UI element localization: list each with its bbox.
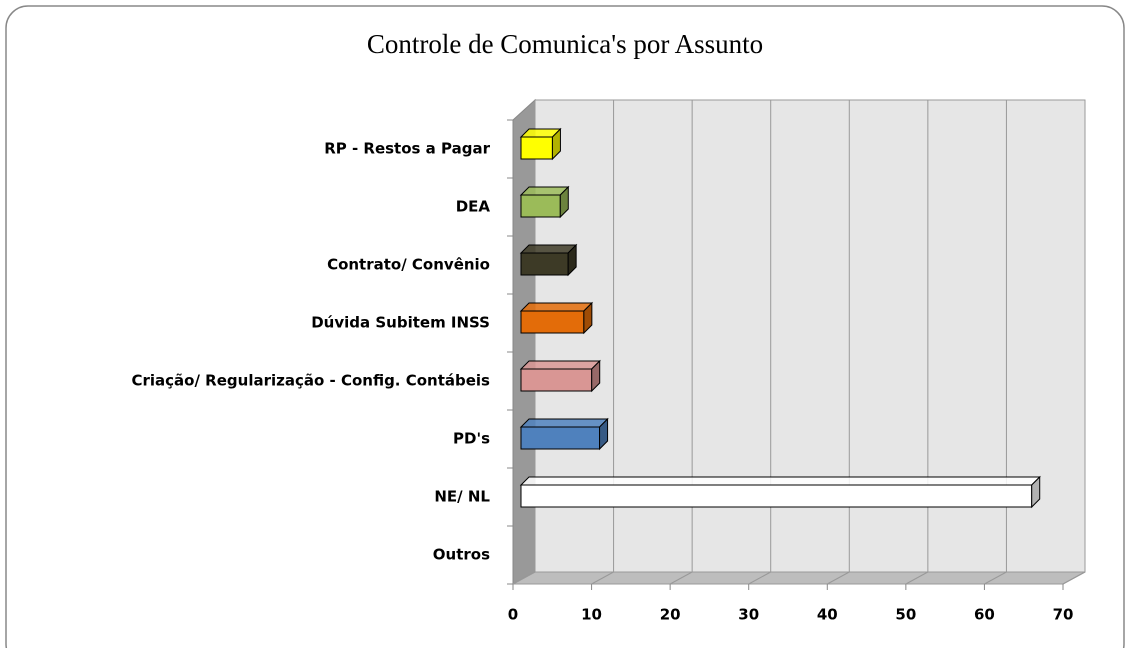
y-tick-label: PD's (453, 430, 490, 448)
x-tick-label: 0 (508, 606, 518, 624)
floor-grid-line (669, 571, 693, 585)
x-tick-label: 10 (581, 606, 602, 624)
floor-grid-line (905, 571, 929, 585)
bar-top (519, 360, 601, 370)
x-tick-label: 40 (817, 606, 838, 624)
y-tick-label: Outros (433, 546, 490, 564)
bar-side (591, 359, 601, 393)
x-tick-label: 50 (895, 606, 916, 624)
bar (520, 252, 569, 276)
floor-grid-line (984, 571, 1007, 585)
bar-top (519, 244, 578, 254)
bar-top (519, 418, 609, 428)
bar (520, 368, 593, 392)
y-tick-label: DEA (456, 198, 491, 216)
y-tick-label: RP - Restos a Pagar (324, 140, 490, 158)
bar-side (599, 417, 609, 451)
y-tick-label: NE/ NL (434, 488, 490, 506)
bar-side (559, 185, 569, 219)
floor-grid-line (748, 571, 771, 585)
bar-top (519, 302, 594, 312)
x-tick-label: 70 (1053, 606, 1074, 624)
y-tick-label: Criação/ Regularização - Config. Contábe… (131, 372, 490, 390)
side-wall (512, 98, 536, 585)
floor-grid-line (1062, 571, 1086, 585)
y-tick-label: Dúvida Subitem INSS (311, 314, 490, 332)
y-tick-label: Contrato/ Convênio (327, 256, 490, 274)
bar-side (567, 243, 577, 277)
floor-grid-line (827, 571, 850, 585)
chart-title: Controle de Comunica's por Assunto (367, 29, 763, 59)
x-tick-label: 20 (660, 606, 681, 624)
bar (520, 426, 601, 450)
floor (512, 571, 1086, 585)
floor-grid-line (591, 571, 614, 585)
bar (520, 194, 561, 218)
bar (520, 136, 553, 160)
bar (520, 310, 585, 334)
bar (520, 484, 1033, 508)
bar-side (583, 301, 593, 335)
bar-side (1031, 475, 1041, 509)
x-tick-label: 60 (974, 606, 995, 624)
floor-grid-line (512, 571, 536, 585)
bar-side (551, 127, 561, 161)
bar-top (519, 476, 1041, 486)
x-tick-label: 30 (738, 606, 759, 624)
